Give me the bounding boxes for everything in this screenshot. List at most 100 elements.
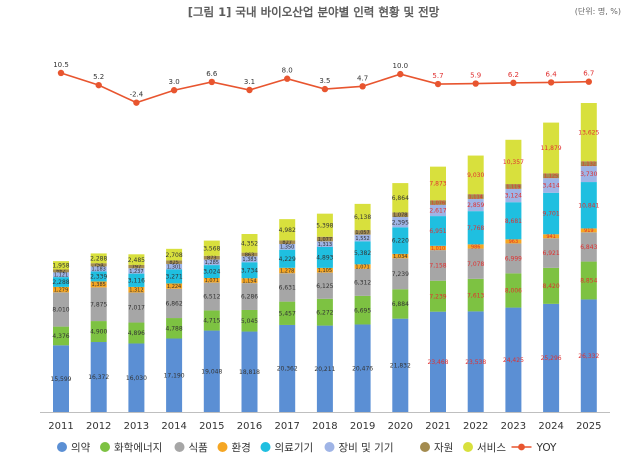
data-label-7-2023: 1,119 (506, 184, 520, 190)
data-label-2-2016: 5,045 (241, 318, 258, 325)
data-label-7-2017: 827 (282, 240, 292, 246)
bar-segment-5-2023 (505, 202, 522, 240)
x-tick-2020: 2020 (388, 421, 413, 432)
data-label-7-2025: 1,132 (582, 161, 596, 167)
data-label-1-2014: 17,190 (164, 372, 185, 379)
bar-segment-3-2021 (430, 250, 446, 281)
data-label-2-2022: 7,613 (467, 292, 484, 299)
data-label-8-2017: 4,982 (279, 227, 296, 234)
bar-segment-8-2016 (241, 234, 258, 253)
yoy-point-2011 (57, 69, 65, 77)
bar-segment-6-2022 (467, 198, 484, 212)
bar-segment-4-2013 (128, 286, 145, 293)
yoy-label-2018: 3.5 (319, 77, 330, 85)
data-label-1-2021: 23,468 (428, 359, 449, 366)
data-label-4-2013: 1,312 (129, 288, 143, 294)
data-label-8-2023: 10,357 (503, 159, 524, 166)
bar-segment-7-2017 (279, 240, 296, 244)
unit-note: (단위: 명, %) (574, 7, 621, 16)
data-label-1-2013: 16,030 (126, 375, 147, 382)
bar-segment-7-2021 (430, 200, 446, 205)
data-label-2-2023: 8,006 (505, 288, 522, 295)
data-label-7-2015: 873 (207, 256, 217, 262)
bar-segment-3-2011 (53, 292, 69, 327)
yoy-point-2018 (321, 85, 329, 93)
legend-marker-6 (324, 442, 335, 452)
legend-marker-3 (174, 442, 185, 452)
yoy-label-2012: 5.2 (93, 73, 104, 81)
bar-segment-2-2013 (128, 322, 145, 344)
data-label-2-2018: 6,272 (316, 309, 333, 316)
data-label-5-2017: 4,229 (279, 256, 296, 263)
data-label-5-2020: 6,220 (392, 238, 409, 245)
bar-segment-5-2013 (128, 273, 145, 287)
data-label-8-2014: 2,708 (166, 252, 183, 259)
bar-segment-1-2023 (505, 307, 522, 412)
bar-segment-7-2020 (392, 212, 409, 218)
data-label-8-2024: 11,879 (541, 145, 562, 152)
bar-segment-6-2017 (279, 243, 296, 250)
data-label-6-2023: 3,124 (505, 193, 522, 200)
bar-segment-4-2014 (166, 283, 183, 289)
legend-label-7: 자원 (434, 442, 453, 454)
data-label-6-2014: 1,301 (167, 265, 181, 271)
bar-segment-1-2011 (53, 345, 69, 412)
data-label-3-2013: 7,017 (128, 305, 145, 312)
bar-segment-4-2020 (392, 253, 409, 259)
bar-segment-1-2016 (241, 331, 258, 412)
data-label-7-2019: 1,057 (355, 230, 369, 236)
chart-title: [그림 1] 국내 바이오산업 분야별 인력 현황 및 전망 (187, 5, 440, 19)
bar-segment-1-2013 (128, 343, 145, 412)
data-label-7-2011: 662 (56, 269, 66, 275)
data-label-7-2021: 1,076 (431, 200, 445, 206)
bar-segment-2-2019 (354, 295, 371, 325)
bar-segment-1-2024 (543, 303, 560, 412)
data-label-2-2014: 4,788 (166, 325, 183, 332)
data-label-2-2013: 4,896 (128, 330, 145, 337)
data-label-8-2015: 3,568 (203, 245, 220, 252)
legend-label-8: 서비스 (477, 442, 506, 454)
data-label-6-2021: 2,617 (429, 208, 446, 215)
data-label-1-2020: 21,832 (390, 362, 411, 369)
data-label-4-2021: 1,010 (431, 246, 445, 252)
data-label-5-2013: 3,116 (128, 277, 145, 284)
x-tick-2015: 2015 (199, 421, 224, 432)
data-label-3-2023: 6,999 (505, 256, 522, 263)
legend-label-2: 화학에너지 (114, 442, 162, 454)
data-label-6-2020: 2,395 (392, 219, 409, 226)
bar-segment-7-2011 (53, 269, 69, 273)
bar-segment-6-2013 (128, 268, 145, 274)
bar-segment-4-2016 (241, 278, 258, 284)
legend-marker-5 (260, 442, 271, 452)
data-label-7-2013: 797 (132, 264, 142, 270)
bar-segment-6-2012 (90, 266, 107, 272)
data-label-5-2012: 2,339 (90, 274, 107, 281)
bar-segment-7-2013 (128, 264, 145, 269)
data-label-1-2011: 15,599 (51, 376, 72, 383)
data-label-3-2012: 7,875 (90, 301, 107, 308)
bar-segment-2-2014 (166, 318, 183, 339)
bar-segment-2-2024 (543, 267, 560, 304)
bar-segment-4-2024 (543, 234, 560, 239)
bar-segment-6-2021 (430, 204, 446, 217)
data-label-2-2019: 6,695 (354, 307, 371, 314)
data-label-1-2018: 20,211 (314, 366, 335, 373)
bar-segment-2-2020 (392, 289, 409, 319)
bar-segment-5-2017 (279, 249, 296, 268)
data-label-6-2025: 3,730 (580, 171, 597, 178)
x-tick-2025: 2025 (576, 421, 601, 432)
bar-segment-2-2025 (580, 261, 597, 300)
bar-segment-4-2021 (430, 245, 446, 251)
data-label-4-2022: 986 (471, 244, 481, 250)
bar-segment-1-2022 (467, 311, 484, 412)
bar-segment-7-2023 (505, 184, 522, 189)
bar-segment-3-2012 (90, 287, 107, 322)
bar-segment-6-2011 (53, 272, 69, 278)
data-label-4-2015: 1,071 (205, 278, 219, 284)
data-label-5-2024: 9,701 (543, 211, 560, 218)
data-label-6-2018: 1,313 (318, 242, 332, 248)
data-label-8-2019: 6,138 (354, 214, 371, 221)
data-label-5-2021: 6,951 (429, 228, 446, 235)
bar-segment-5-2025 (580, 182, 597, 229)
